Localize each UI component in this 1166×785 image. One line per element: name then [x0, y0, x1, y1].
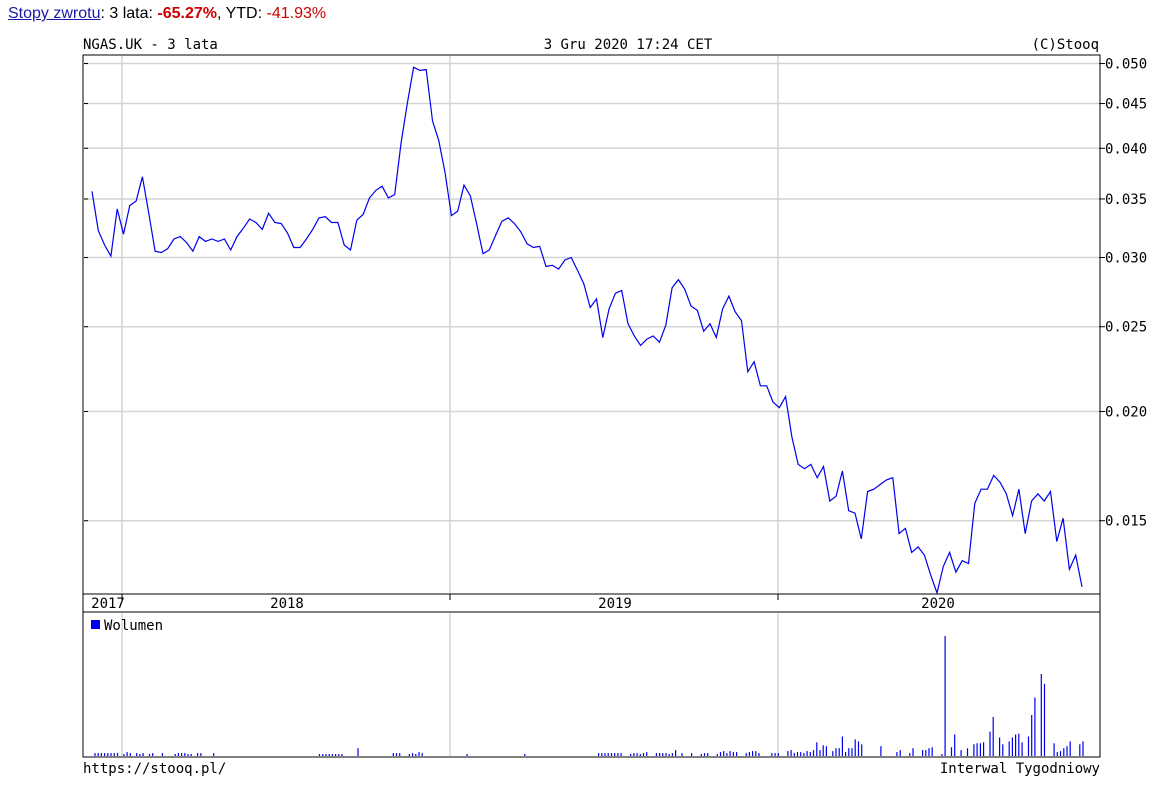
ytd-return: -41.93% [266, 5, 327, 22]
footer-interval: Interwal Tygodniowy [940, 761, 1100, 777]
x-tick-label: 2019 [598, 596, 632, 612]
chart-header-center: 3 Gru 2020 17:24 CET [544, 37, 713, 53]
x-tick-label: 2020 [921, 596, 955, 612]
volume-bars [94, 636, 1084, 756]
chart-header-left: NGAS.UK - 3 lata [83, 37, 218, 53]
returns-summary: Stopy zwrotu: 3 lata: -65.27%, YTD: -41.… [8, 5, 327, 22]
y-tick-label: 0.035 [1105, 192, 1147, 208]
returns-link[interactable]: Stopy zwrotu [8, 5, 101, 22]
x-axis: 2017 2018 2019 2020 [91, 594, 955, 612]
x-tick-label: 2018 [270, 596, 304, 612]
chart-header-right: (C)Stooq [1032, 37, 1099, 53]
price-series-line [91, 66, 1083, 596]
y-tick-label: 0.015 [1105, 514, 1147, 530]
volume-legend-swatch [91, 620, 100, 629]
y-axis: 0.015 0.020 0.025 0.030 0.035 0.040 0.045 0.050 [84, 57, 1147, 530]
footer-source-link[interactable]: https://stooq.pl/ [83, 761, 226, 777]
volume-panel-frame [82, 611, 1101, 758]
period-label: 3 lata [109, 5, 149, 22]
volume-legend-label: Wolumen [104, 618, 163, 634]
y-tick-label: 0.030 [1105, 251, 1147, 267]
period-return: -65.27% [157, 5, 217, 22]
x-tick-label: 2017 [91, 596, 125, 612]
y-tick-label: 0.045 [1105, 97, 1147, 113]
separator-text: : [100, 5, 110, 22]
ytd-label: YTD [225, 5, 258, 22]
y-tick-label: 0.040 [1105, 141, 1147, 157]
grid-lines [84, 56, 1099, 756]
y-tick-label: 0.025 [1105, 320, 1147, 336]
y-tick-label: 0.020 [1105, 404, 1147, 420]
price-panel-frame [82, 54, 1101, 595]
y-tick-label: 0.050 [1105, 57, 1147, 73]
